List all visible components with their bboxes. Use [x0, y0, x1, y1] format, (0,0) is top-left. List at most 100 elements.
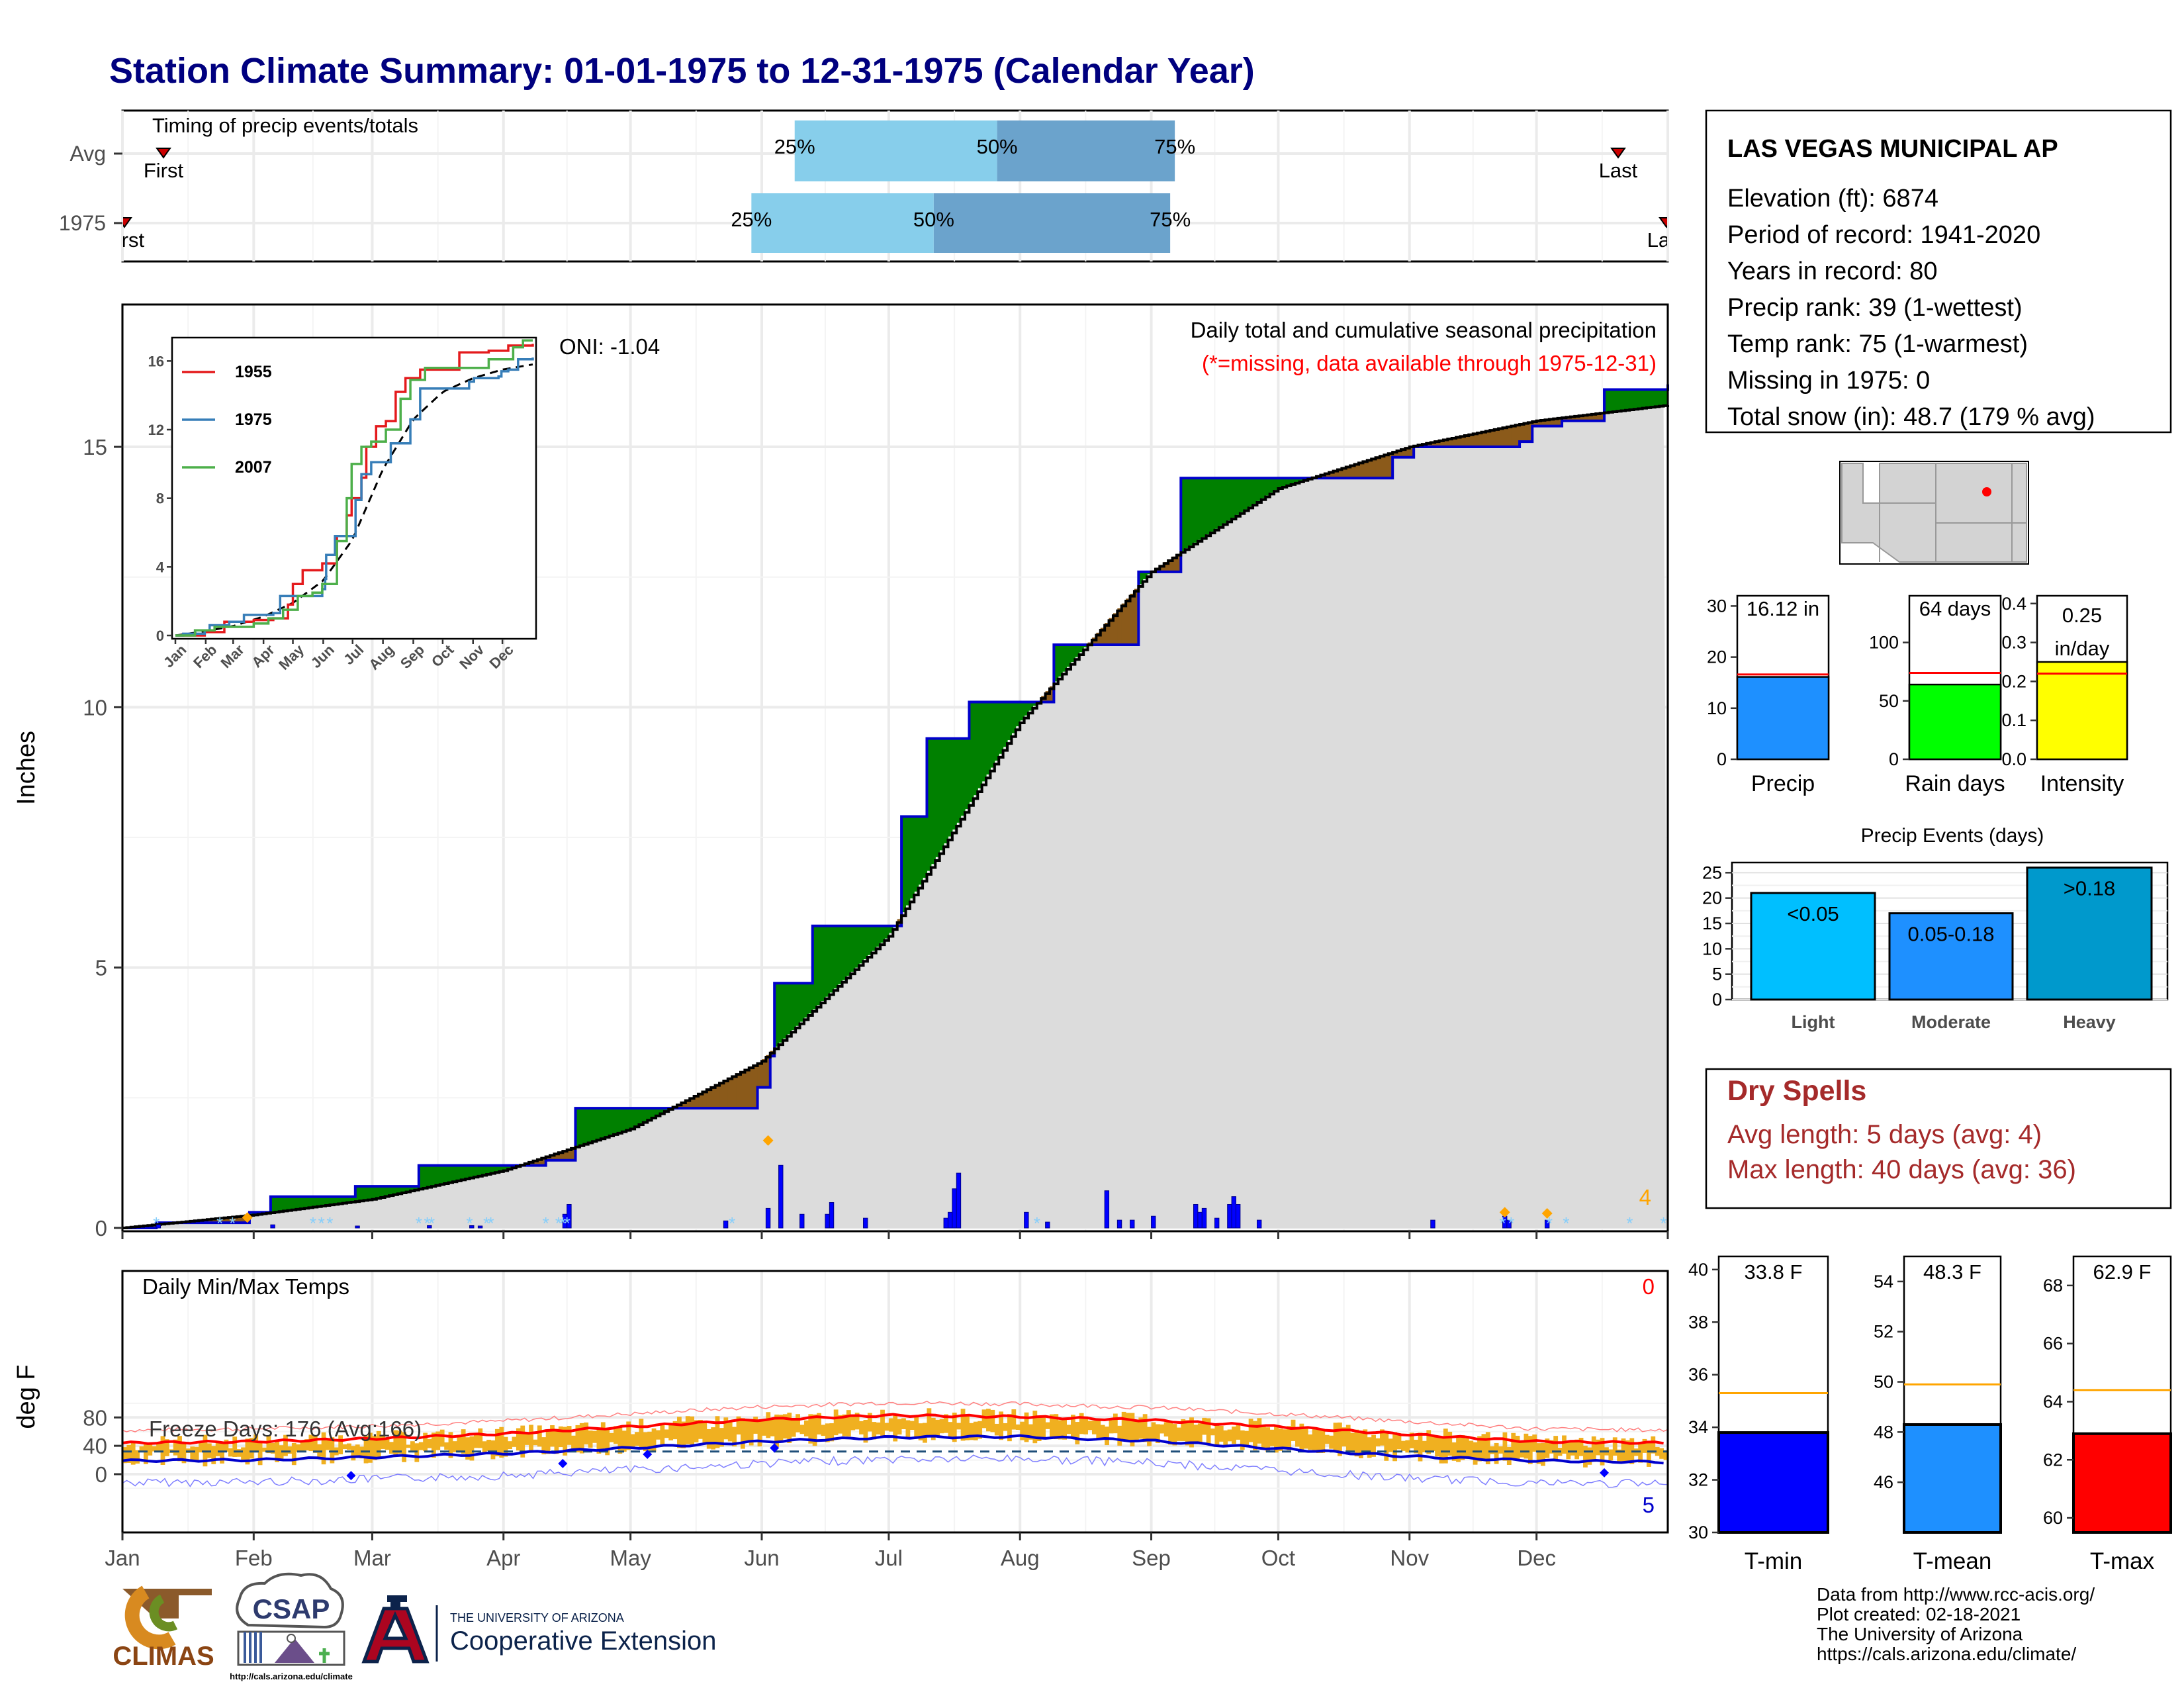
- daily-temp-bar: [918, 1423, 923, 1440]
- daily-temp-bar: [990, 1409, 995, 1432]
- daily-temp-bar: [1329, 1435, 1334, 1449]
- daily-temp-bar: [1070, 1415, 1075, 1438]
- last-label-year: Last: [1647, 228, 1686, 252]
- daily-temp-bar: [681, 1421, 686, 1448]
- daily-temp-bar: [414, 1443, 420, 1462]
- temp-ytick-label: 80: [83, 1405, 107, 1430]
- daily-temp-bar: [541, 1437, 547, 1455]
- daily-temp-bar: [461, 1429, 466, 1454]
- daily-temp-bar: [1338, 1422, 1342, 1456]
- summary-ytick-label: 30: [1707, 596, 1727, 616]
- daily-temp-bar: [1189, 1417, 1194, 1448]
- precip-events-chart: Precip Events (days) 0 5 10 15 20 25 <0.05 Ligh…: [1702, 825, 2169, 1032]
- surplus-fill: [829, 925, 835, 993]
- daily-temp-bar: [766, 1412, 771, 1438]
- temp-ytick-label: 66: [2043, 1334, 2063, 1354]
- daily-temp-bar: [173, 1439, 178, 1456]
- daily-temp-bar: [761, 1420, 766, 1436]
- events-ytick-label: 15: [1702, 914, 1722, 933]
- surplus-fill: [1269, 478, 1275, 493]
- surplus-fill: [1066, 644, 1071, 667]
- events-bar-light: [1750, 892, 1876, 1001]
- surplus-fill: [469, 1165, 475, 1178]
- surplus-fill: [1206, 478, 1211, 535]
- deficit-fill: [224, 1217, 229, 1223]
- deficit-fill: [761, 1059, 766, 1088]
- daily-temp-bar: [719, 1428, 724, 1447]
- daily-temp-bar: [639, 1419, 644, 1450]
- dry-spells-avg: Avg length: 5 days (avg: 4): [1727, 1120, 2042, 1149]
- summary-bars: 0 10 20 30 16.12 in Precip 0 50 100 64 days Rain d…: [1707, 594, 2128, 796]
- surplus-fill: [944, 738, 949, 844]
- daily-temp-bar: [1269, 1429, 1275, 1446]
- station-info-line: Missing in 1975: 0: [1727, 367, 1930, 395]
- summary-ytick-label: 10: [1707, 698, 1727, 718]
- surplus-fill: [956, 738, 962, 823]
- temp-ytick-label: 68: [2043, 1276, 2063, 1295]
- daily-precip-bar: [1116, 1219, 1122, 1229]
- daily-precip-bar: [1544, 1219, 1550, 1229]
- climas-logo-text: CLIMAS: [113, 1642, 214, 1671]
- surplus-fill: [639, 1108, 644, 1124]
- daily-temp-bar: [1570, 1441, 1575, 1456]
- daily-temp-bar: [1345, 1425, 1351, 1455]
- surplus-fill: [397, 1186, 402, 1194]
- station-info-line: Elevation (ft): 6874: [1727, 185, 1938, 212]
- daily-temp-bar: [1142, 1414, 1148, 1442]
- daily-temp-bar: [1642, 1438, 1647, 1453]
- daily-temp-bar: [1354, 1429, 1359, 1457]
- snow-day-marker: *: [1546, 1213, 1553, 1233]
- deficit-fill: [1117, 608, 1122, 645]
- daily-temp-bar: [888, 1418, 893, 1432]
- surplus-fill: [330, 1196, 335, 1205]
- daily-temp-bar: [711, 1427, 716, 1450]
- summary-value-unit: in/day: [2055, 637, 2110, 660]
- daily-temp-bar: [486, 1440, 491, 1451]
- daily-temp-bar: [1663, 1450, 1668, 1460]
- deficit-fill: [1333, 470, 1338, 479]
- daily-temp-bar: [609, 1432, 614, 1442]
- timing-title: Timing of precip events/totals: [152, 114, 418, 137]
- surplus-fill: [1287, 478, 1292, 485]
- surplus-fill: [279, 1196, 284, 1211]
- temp-bar-t-max: [2072, 1432, 2172, 1534]
- deficit-fill: [1545, 419, 1550, 426]
- deficit-fill: [1392, 451, 1398, 457]
- surplus-fill: [317, 1196, 322, 1207]
- daily-temp-bar: [1236, 1423, 1241, 1440]
- daily-precip-bar: [723, 1220, 729, 1229]
- surplus-fill: [1054, 644, 1059, 682]
- surplus-fill: [508, 1165, 513, 1169]
- surplus-fill: [854, 925, 860, 968]
- daily-temp-bar: [1371, 1434, 1376, 1457]
- station-info-line: Temp rank: 75 (1-warmest): [1727, 330, 2028, 358]
- daily-precip-bar: [778, 1164, 784, 1229]
- deficit-fill: [1578, 415, 1584, 421]
- daily-temp-bar: [588, 1430, 593, 1448]
- daily-temp-bar: [931, 1417, 936, 1440]
- surplus-fill: [410, 1186, 416, 1191]
- daily-temp-bar: [164, 1439, 169, 1456]
- temp-ytick-label: 52: [1874, 1322, 1893, 1342]
- daily-temp-bar: [1456, 1437, 1461, 1462]
- surplus-fill: [1617, 389, 1622, 411]
- deficit-fill: [1494, 429, 1499, 447]
- daily-temp-bar: [296, 1444, 301, 1452]
- daily-temp-bar: [630, 1434, 635, 1449]
- daily-temp-bar: [1299, 1423, 1304, 1452]
- surplus-fill: [579, 1108, 584, 1145]
- university-of-arizona-logo: THE UNIVERSITY OF ARIZONA Cooperative Ex…: [361, 1595, 716, 1664]
- snow-day-marker: *: [559, 1213, 566, 1233]
- deficit-fill: [1126, 598, 1131, 645]
- daily-temp-bar: [1405, 1440, 1410, 1453]
- surplus-fill: [427, 1165, 432, 1187]
- summary-ytick-label: 50: [1879, 691, 1899, 711]
- month-label: Jan: [105, 1546, 140, 1570]
- daily-temp-bar: [220, 1441, 224, 1464]
- surplus-fill: [363, 1186, 369, 1200]
- temp-ytick-label: 0: [95, 1462, 107, 1487]
- daily-temp-bar: [1464, 1438, 1469, 1457]
- month-label: Feb: [235, 1546, 273, 1570]
- daily-temp-bar: [152, 1446, 157, 1452]
- deficit-fill: [1562, 417, 1567, 421]
